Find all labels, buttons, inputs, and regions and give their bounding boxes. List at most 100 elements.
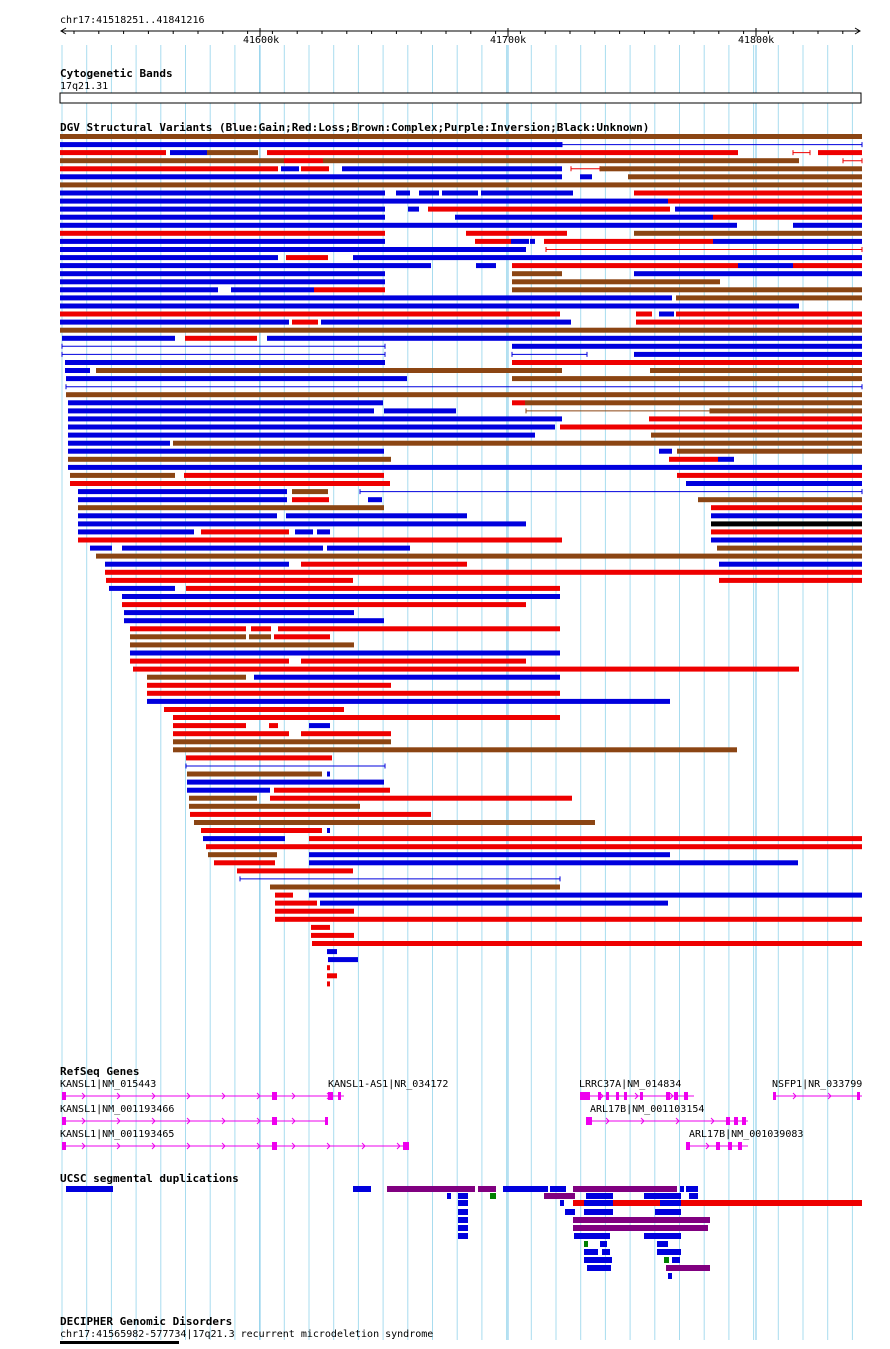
- dgv-variant[interactable]: [560, 424, 862, 430]
- dgv-variant[interactable]: [60, 214, 385, 220]
- dgv-variant[interactable]: [275, 900, 317, 906]
- dgv-variant[interactable]: [60, 134, 862, 139]
- dgv-variant[interactable]: [60, 230, 385, 236]
- dgv-variant[interactable]: [60, 174, 562, 180]
- dgv-variant[interactable]: [203, 836, 218, 842]
- dgv-variant[interactable]: [525, 400, 862, 406]
- dgv-variant[interactable]: [676, 295, 862, 301]
- dgv-variant[interactable]: [368, 497, 382, 503]
- dgv-variant[interactable]: [286, 255, 328, 261]
- dgv-variant[interactable]: [201, 828, 322, 833]
- gene-model[interactable]: [580, 1092, 694, 1100]
- segmental-duplication[interactable]: [600, 1241, 607, 1247]
- gene-label[interactable]: NSFP1|NR_033799: [772, 1079, 863, 1090]
- dgv-variant[interactable]: [512, 360, 862, 365]
- dgv-variant[interactable]: [286, 513, 467, 519]
- dgv-variant[interactable]: [317, 529, 330, 535]
- dgv-variant[interactable]: [68, 456, 391, 462]
- dgv-variant[interactable]: [600, 158, 799, 164]
- dgv-variant[interactable]: [698, 497, 862, 503]
- dgv-variant[interactable]: [207, 150, 258, 156]
- dgv-variant[interactable]: [66, 376, 407, 382]
- dgv-variant[interactable]: [60, 255, 278, 261]
- dgv-variant[interactable]: [327, 828, 330, 833]
- dgv-variant[interactable]: [466, 230, 567, 236]
- dgv-variant[interactable]: [173, 715, 560, 720]
- dgv-variant[interactable]: [124, 610, 354, 616]
- dgv-variant[interactable]: [270, 884, 560, 890]
- dgv-variant[interactable]: [512, 279, 720, 285]
- dgv-variant[interactable]: [321, 319, 571, 325]
- dgv-variant[interactable]: [311, 924, 330, 930]
- segmental-duplication[interactable]: [644, 1193, 654, 1199]
- dgv-variant[interactable]: [193, 545, 323, 551]
- dgv-variant[interactable]: [342, 166, 562, 172]
- gene-model[interactable]: [586, 1117, 748, 1125]
- dgv-variant[interactable]: [301, 166, 329, 172]
- dgv-variant[interactable]: [738, 263, 793, 269]
- dgv-variant[interactable]: [512, 376, 862, 382]
- dgv-variant[interactable]: [66, 392, 862, 398]
- dgv-variant[interactable]: [475, 238, 511, 244]
- gene-label[interactable]: KANSL1-AS1|NR_034172: [328, 1079, 449, 1090]
- dgv-variant[interactable]: [384, 408, 456, 414]
- dgv-variant[interactable]: [60, 319, 289, 325]
- dgv-variant[interactable]: [60, 247, 526, 252]
- dgv-variant[interactable]: [818, 150, 862, 156]
- dgv-variant[interactable]: [186, 755, 332, 761]
- dgv-variant[interactable]: [133, 666, 799, 672]
- dgv-variant[interactable]: [710, 408, 862, 414]
- dgv-variant[interactable]: [267, 335, 862, 341]
- gene-model[interactable]: [62, 1142, 409, 1150]
- dgv-variant[interactable]: [185, 335, 257, 341]
- dgv-variant[interactable]: [186, 585, 560, 591]
- dgv-variant[interactable]: [301, 658, 526, 664]
- dgv-variant[interactable]: [327, 965, 330, 971]
- dgv-variant[interactable]: [173, 440, 862, 446]
- dgv-variant[interactable]: [292, 497, 329, 503]
- gene-model[interactable]: [62, 1092, 344, 1100]
- dgv-variant[interactable]: [275, 892, 293, 898]
- dgv-variant[interactable]: [530, 238, 535, 244]
- dgv-variant[interactable]: [669, 456, 718, 462]
- dgv-variant[interactable]: [189, 795, 257, 801]
- segmental-duplication[interactable]: [584, 1249, 598, 1255]
- segmental-duplication[interactable]: [602, 1249, 610, 1255]
- dgv-variant[interactable]: [78, 521, 526, 527]
- dgv-variant[interactable]: [634, 351, 862, 357]
- segmental-duplication[interactable]: [574, 1233, 610, 1239]
- gene-model[interactable]: [62, 1117, 328, 1125]
- dgv-variant[interactable]: [106, 577, 353, 583]
- dgv-variant[interactable]: [274, 787, 390, 793]
- dgv-variant[interactable]: [719, 561, 862, 567]
- dgv-variant[interactable]: [512, 271, 562, 277]
- dgv-variant[interactable]: [711, 513, 862, 519]
- dgv-variant[interactable]: [68, 440, 170, 446]
- dgv-variant[interactable]: [309, 852, 670, 858]
- dgv-variant[interactable]: [481, 190, 493, 196]
- decipher-feature-bar[interactable]: [60, 1341, 179, 1344]
- dgv-variant[interactable]: [719, 577, 862, 583]
- dgv-variant[interactable]: [147, 698, 670, 704]
- dgv-variant[interactable]: [711, 505, 862, 511]
- dgv-variant[interactable]: [147, 690, 560, 696]
- gene-model[interactable]: [773, 1092, 862, 1100]
- dgv-variant[interactable]: [309, 892, 862, 898]
- dgv-variant[interactable]: [60, 222, 737, 228]
- dgv-variant[interactable]: [301, 731, 391, 737]
- dgv-variant[interactable]: [677, 448, 862, 454]
- dgv-variant[interactable]: [68, 400, 383, 406]
- segmental-duplication[interactable]: [458, 1217, 468, 1223]
- dgv-variant[interactable]: [187, 771, 322, 777]
- dgv-variant[interactable]: [284, 158, 323, 164]
- dgv-variant[interactable]: [717, 545, 862, 551]
- dgv-variant[interactable]: [711, 521, 862, 527]
- dgv-variant[interactable]: [312, 941, 862, 946]
- dgv-variant[interactable]: [60, 198, 668, 204]
- dgv-variant[interactable]: [147, 674, 246, 680]
- cytoband-17q21-31[interactable]: [59, 92, 862, 104]
- dgv-variant[interactable]: [353, 255, 862, 261]
- dgv-variant[interactable]: [130, 634, 246, 640]
- dgv-variant[interactable]: [187, 787, 270, 793]
- dgv-variant[interactable]: [295, 529, 313, 535]
